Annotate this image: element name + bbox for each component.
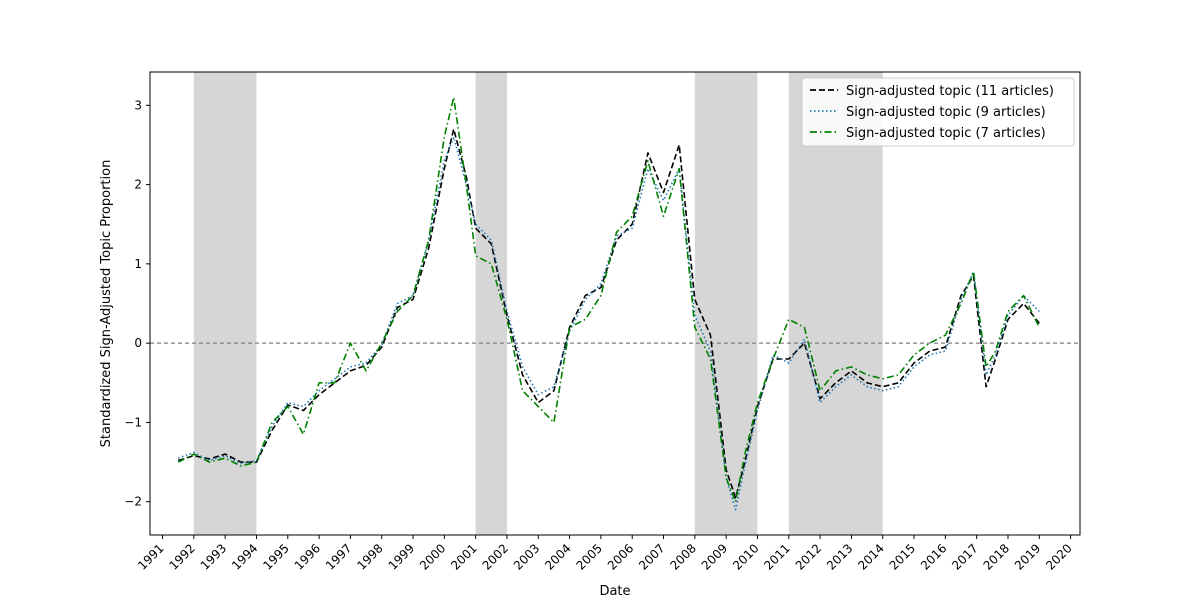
x-tick-label: 2005: [574, 541, 605, 572]
x-tick-label: 2008: [667, 541, 698, 572]
legend-label-3: Sign-adjusted topic (7 articles): [846, 126, 1046, 141]
x-tick-label: 2016: [918, 541, 949, 572]
x-tick-label: 1993: [198, 541, 229, 572]
y-tick-label: 2: [134, 178, 142, 192]
x-tick-label: 2015: [887, 541, 918, 572]
recession-shading: [193, 72, 883, 535]
plot-area-frame: [149, 71, 1081, 536]
x-tick-label: 2002: [480, 541, 511, 572]
series-line-2: [177, 136, 1040, 511]
x-tick-label: 1998: [354, 541, 385, 572]
x-tick-label: 2020: [1043, 541, 1074, 572]
shaded-period-4: [788, 72, 883, 535]
shaded-period-3: [694, 72, 758, 535]
x-tick-label: 2001: [448, 541, 479, 572]
x-tick-label: 2011: [761, 541, 792, 572]
legend: Sign-adjusted topic (11 articles) Sign-ad…: [801, 77, 1075, 147]
x-axis: 1991 1992 1993 1994 1995 1996 1997 1998 1999 2000…: [135, 535, 1075, 573]
x-tick-label: 2007: [636, 541, 667, 572]
x-tick-label: 2012: [793, 541, 824, 572]
y-tick-label: −2: [124, 495, 142, 509]
x-tick-label: 2017: [949, 541, 980, 572]
shaded-period-1: [193, 72, 257, 535]
series-line-3: [177, 96, 1041, 503]
x-tick-label: 2014: [855, 541, 886, 572]
series-line-1: [177, 128, 1040, 499]
x-tick-label: 1995: [260, 541, 291, 572]
y-tick-label: −1: [124, 415, 142, 429]
x-tick-label: 1997: [323, 541, 354, 572]
legend-box: [801, 77, 1075, 147]
y-tick-label: 1: [134, 257, 142, 271]
x-tick-label: 2000: [417, 541, 448, 572]
series-lines: [177, 96, 1041, 511]
x-tick-label: 1992: [166, 541, 197, 572]
x-tick-label: 2009: [699, 541, 730, 572]
y-axis: −2 −1 0 1 2 3: [124, 98, 150, 509]
x-tick-label: 2006: [605, 541, 636, 572]
y-tick-label: 0: [134, 336, 142, 350]
x-tick-label: 2019: [1012, 541, 1043, 572]
legend-label-2: Sign-adjusted topic (9 articles): [846, 105, 1046, 120]
x-tick-label: 2010: [730, 541, 761, 572]
x-tick-label: 2004: [542, 541, 573, 572]
x-tick-label: 2018: [981, 541, 1012, 572]
y-axis-label: Standardized Sign-Adjusted Topic Proport…: [99, 160, 114, 448]
legend-label-1: Sign-adjusted topic (11 articles): [846, 84, 1054, 99]
x-tick-label: 1991: [135, 541, 166, 572]
x-tick-label: 1994: [229, 541, 260, 572]
x-tick-label: 1999: [386, 541, 417, 572]
y-tick-label: 3: [134, 98, 142, 112]
x-tick-label: 2003: [511, 541, 542, 572]
shaded-period-2: [475, 72, 507, 535]
x-tick-label: 1996: [292, 541, 323, 572]
x-tick-label: 2013: [824, 541, 855, 572]
x-axis-label: Date: [599, 584, 630, 599]
